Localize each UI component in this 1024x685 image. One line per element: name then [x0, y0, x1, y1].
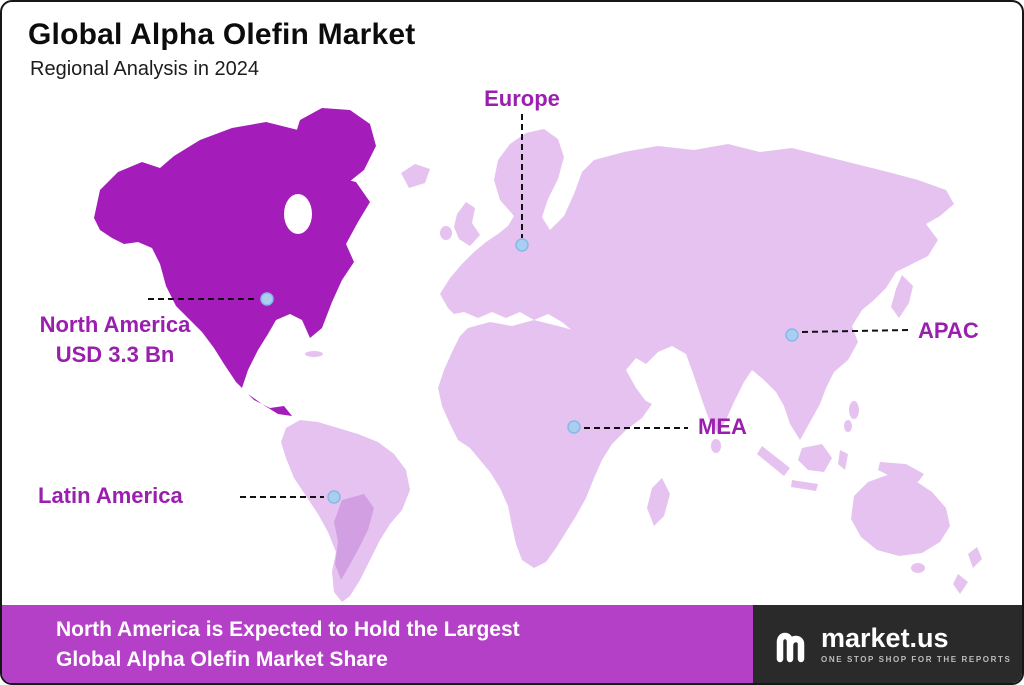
region-label-latin-america: Latin America — [38, 483, 183, 508]
page-subtitle: Regional Analysis in 2024 — [30, 58, 260, 80]
continent-eurasia — [440, 129, 954, 440]
hudson-bay — [284, 194, 312, 234]
island-madagascar — [647, 478, 670, 526]
region-southern-cone — [334, 494, 374, 580]
island-sumatra — [757, 446, 790, 476]
continent-africa — [438, 320, 652, 568]
region-label-apac: APAC — [918, 318, 979, 343]
island-cuba — [305, 351, 323, 357]
island-iceland — [401, 164, 430, 188]
continent-australia — [851, 474, 950, 556]
brand-text: market.us ONE STOP SHOP FOR THE REPORTS — [821, 624, 1011, 664]
island-new-zealand-south — [953, 574, 968, 594]
footer-text-line2: Global Alpha Olefin Market Share — [56, 647, 388, 671]
region-label-mea: MEA — [698, 414, 747, 439]
footer-text-line1: North America is Expected to Hold the La… — [56, 617, 520, 641]
island-new-guinea — [878, 462, 924, 482]
footer: North America is Expected to Hold the La… — [2, 605, 1022, 683]
map-marker-mea — [567, 420, 581, 434]
map-marker-europe — [515, 238, 529, 252]
header: Global Alpha Olefin Market Regional Anal… — [28, 18, 415, 81]
marketus-logo-icon — [776, 632, 805, 663]
island-great-britain — [454, 202, 480, 246]
island-sri-lanka — [711, 439, 721, 453]
island-tasmania — [911, 563, 925, 573]
island-new-zealand-north — [968, 547, 982, 568]
region-label-north-america-name: North America — [39, 312, 191, 337]
island-ireland — [440, 226, 452, 240]
map-marker-apac — [785, 328, 799, 342]
island-philippines-2 — [844, 420, 852, 432]
island-java — [791, 480, 818, 491]
brand-panel: market.us ONE STOP SHOP FOR THE REPORTS — [753, 605, 1022, 683]
map-marker-north-america — [260, 292, 274, 306]
island-sulawesi — [838, 450, 848, 470]
brand-tagline: ONE STOP SHOP FOR THE REPORTS — [821, 655, 1012, 664]
island-borneo — [798, 444, 832, 472]
map-marker-latin-america — [327, 490, 341, 504]
brand-name: market.us — [821, 623, 949, 653]
island-greenland-highlighted — [293, 108, 376, 186]
island-philippines-1 — [849, 401, 859, 419]
region-label-europe: Europe — [484, 86, 560, 111]
region-value-north-america: USD 3.3 Bn — [55, 342, 175, 367]
footer-banner: North America is Expected to Hold the La… — [2, 605, 753, 683]
region-label-north-america: North America USD 3.3 Bn — [16, 310, 214, 370]
leader-line-apac — [801, 329, 909, 333]
page-title: Global Alpha Olefin Market — [28, 18, 416, 51]
island-japan — [891, 275, 913, 318]
